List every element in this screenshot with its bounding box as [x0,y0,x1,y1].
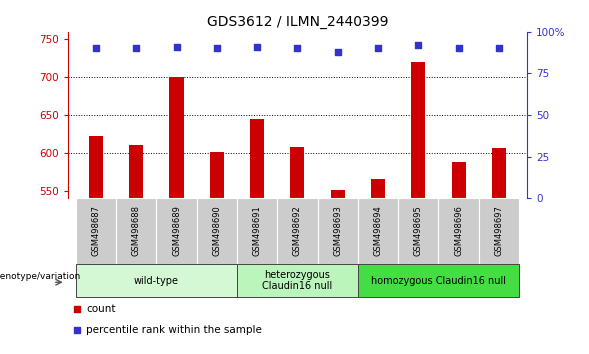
Text: GSM498687: GSM498687 [91,205,101,257]
Bar [116,198,157,264]
Text: count: count [86,304,115,314]
Bar [89,136,103,198]
Point [72,328,82,333]
Point [333,49,342,55]
Bar [358,198,398,264]
Bar [197,198,237,264]
Bar [76,198,116,264]
Bar [492,148,506,198]
Text: GSM498696: GSM498696 [454,206,463,256]
Text: wild-type: wild-type [134,275,179,286]
Bar [479,198,519,264]
Bar [371,179,385,198]
Text: genotype/variation: genotype/variation [0,272,80,281]
Point [413,42,423,48]
Bar [452,162,466,198]
Bar [76,264,237,297]
Text: homozygous Claudin16 null: homozygous Claudin16 null [371,275,506,286]
Text: GSM498688: GSM498688 [132,205,141,257]
Bar [317,198,358,264]
Bar [210,152,224,198]
Text: GSM498691: GSM498691 [253,206,262,256]
Point [373,46,383,51]
Text: heterozygous
Claudin16 null: heterozygous Claudin16 null [262,270,333,291]
Bar [129,145,143,198]
Text: GSM498689: GSM498689 [172,206,181,256]
Text: GSM498693: GSM498693 [333,206,342,256]
Point [253,44,262,50]
Bar [411,62,425,198]
Title: GDS3612 / ILMN_2440399: GDS3612 / ILMN_2440399 [207,16,388,29]
Text: GSM498690: GSM498690 [213,206,221,256]
Point [212,46,221,51]
Bar [250,119,264,198]
Text: GSM498692: GSM498692 [293,206,302,256]
Point [494,46,504,51]
Point [172,44,181,50]
Bar [237,264,358,297]
Text: GSM498694: GSM498694 [373,206,382,256]
Point [293,46,302,51]
Bar [157,198,197,264]
Point [91,46,101,51]
Bar [358,264,519,297]
Bar [290,147,305,198]
Text: GSM498697: GSM498697 [494,206,504,256]
Bar [277,198,317,264]
Point [454,46,464,51]
Bar [330,190,345,198]
Bar [398,198,438,264]
Point [72,307,82,312]
Text: percentile rank within the sample: percentile rank within the sample [86,325,262,336]
Bar [237,198,277,264]
Bar [170,77,184,198]
Bar [438,198,479,264]
Point [131,46,141,51]
Text: GSM498695: GSM498695 [414,206,423,256]
